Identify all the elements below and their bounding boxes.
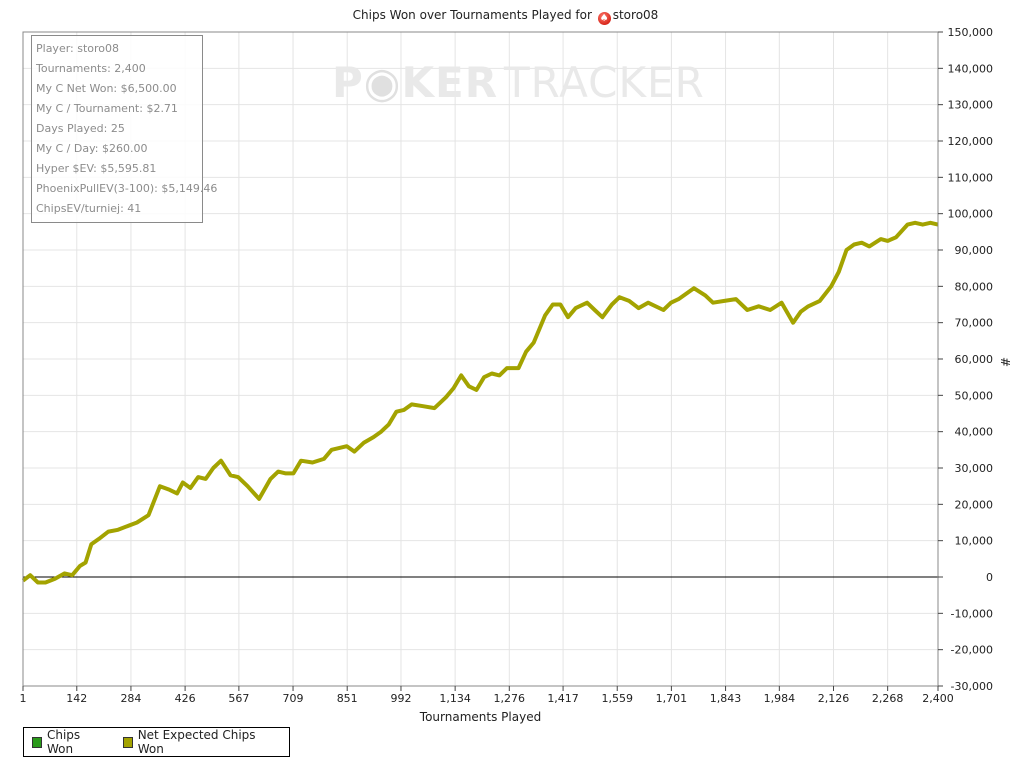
x-tick-label: 851 [337,692,358,705]
stat-line: Tournaments: 2,400 [36,62,146,75]
x-tick-label: 2,268 [872,692,904,705]
x-tick-label: 426 [175,692,196,705]
x-tick-label: 1,843 [710,692,742,705]
x-tick-label: 1,276 [494,692,526,705]
x-axis-label: Tournaments Played [419,710,541,724]
y-tick-label: 70,000 [955,317,994,330]
x-axis: 1 142 284 426 567 709 851 992 1,134 1,276 1,417 1,5… [20,686,954,705]
x-tick-label: 1,134 [439,692,471,705]
y-axis-label: # [998,357,1011,367]
legend-label: Net Expected Chips Won [137,728,256,756]
y-tick-label: 60,000 [955,353,994,366]
y-tick-label: 110,000 [948,171,994,184]
chart-title-player: storo08 [612,8,659,22]
x-tick-label: 1,984 [764,692,796,705]
stat-line: Player: storo08 [36,42,120,55]
x-tick-label: 1 [20,692,27,705]
x-tick-label: 992 [390,692,411,705]
stat-line: My C / Day: $260.00 [36,142,148,155]
stat-line: My C Net Won: $6,500.00 [36,82,177,95]
y-tick-label: -10,000 [951,607,993,620]
legend-item[interactable]: Net Expected Chips Won [122,728,269,756]
stat-line: PhoenixPullEV(3-100): $5,149.46 [36,182,218,195]
x-tick-label: 284 [120,692,141,705]
y-tick-label: 120,000 [948,135,994,148]
x-tick-label: 1,417 [547,692,579,705]
y-tick-label: 90,000 [955,244,994,257]
series-layer [21,220,939,585]
series-line-net-expected [21,220,939,585]
y-tick-label: 20,000 [955,498,994,511]
stat-line: Days Played: 25 [36,122,125,135]
spade-icon: ♠ [597,12,611,25]
legend: Chips Won Net Expected Chips Won [23,727,290,757]
y-axis: -30,000 -20,000 -10,000 0 10,000 20,000 30,000… [938,26,993,693]
x-tick-label: 2,126 [818,692,850,705]
y-tick-label: 10,000 [955,535,994,548]
chart-title-text: Chips Won over Tournaments Played for [352,8,592,22]
x-tick-label: 2,400 [922,692,954,705]
pokertracker-watermark: P◉KER TRACKER [332,58,705,107]
legend-swatch [32,736,42,748]
y-tick-label: 80,000 [955,280,994,293]
stat-line: Hyper $EV: $5,595.81 [36,162,157,175]
y-tick-label: 130,000 [948,99,994,112]
y-tick-label: 40,000 [955,426,994,439]
stat-line: ChipsEV/turniej: 41 [36,202,142,215]
x-tick-label: 1,701 [656,692,688,705]
x-tick-label: 1,559 [601,692,633,705]
x-tick-label: 709 [283,692,304,705]
y-tick-label: 100,000 [948,208,994,221]
stat-line: My C / Tournament: $2.71 [36,102,178,115]
x-tick-label: 567 [228,692,249,705]
legend-item[interactable]: Chips Won [32,728,103,756]
legend-label: Chips Won [46,728,81,756]
y-tick-label: 140,000 [948,62,994,75]
stats-box: Player: storo08 Tournaments: 2,400 My C Ne… [31,35,218,223]
y-tick-label: -20,000 [951,644,993,657]
y-tick-label: 30,000 [955,462,994,475]
y-tick-label: -30,000 [951,680,993,693]
x-tick-label: 142 [66,692,87,705]
legend-swatch [122,736,133,748]
y-tick-label: 0 [986,571,993,584]
y-tick-label: 150,000 [948,26,994,39]
chart-title: Chips Won over Tournaments Played for ♠ s… [0,8,1011,25]
y-tick-label: 50,000 [955,389,994,402]
